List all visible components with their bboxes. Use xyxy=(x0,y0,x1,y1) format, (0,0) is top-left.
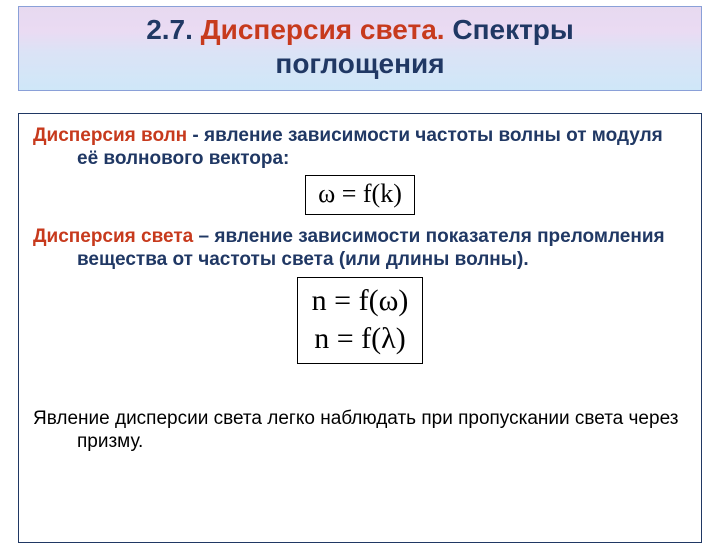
slide: 2.7. Дисперсия света. Спектры поглощения… xyxy=(0,0,720,540)
title-topic-a: Дисперсия света. xyxy=(201,14,445,45)
formula-2-line2: n = f(λ) xyxy=(312,320,409,358)
title-topic-b-part2: поглощения xyxy=(275,48,444,79)
paragraph-1: Дисперсия волн - явление зависимости час… xyxy=(33,124,687,170)
title-topic-b-part1: Спектры xyxy=(452,14,573,45)
title-box: 2.7. Дисперсия света. Спектры поглощения xyxy=(18,6,702,91)
formula-1: ω = f(k) xyxy=(305,175,415,216)
formula-2-wrap: n = f(ω) n = f(λ) xyxy=(33,275,687,353)
formula-1-text: ω = f(k) xyxy=(318,179,402,208)
title-line-2: поглощения xyxy=(29,47,691,81)
title-line-1: 2.7. Дисперсия света. Спектры xyxy=(29,13,691,47)
paragraph-2: Дисперсия света – явление зависимости по… xyxy=(33,225,687,271)
paragraph-3: Явление дисперсии света легко наблюдать … xyxy=(33,407,687,453)
content-box: Дисперсия волн - явление зависимости час… xyxy=(18,113,702,543)
formula-1-wrap: ω = f(k) xyxy=(33,175,687,216)
formula-2-line1: n = f(ω) xyxy=(312,282,409,320)
formula-2: n = f(ω) n = f(λ) xyxy=(297,277,424,364)
term-1: Дисперсия волн xyxy=(33,125,187,146)
term-2: Дисперсия света xyxy=(33,226,193,247)
section-number: 2.7. xyxy=(146,14,193,45)
